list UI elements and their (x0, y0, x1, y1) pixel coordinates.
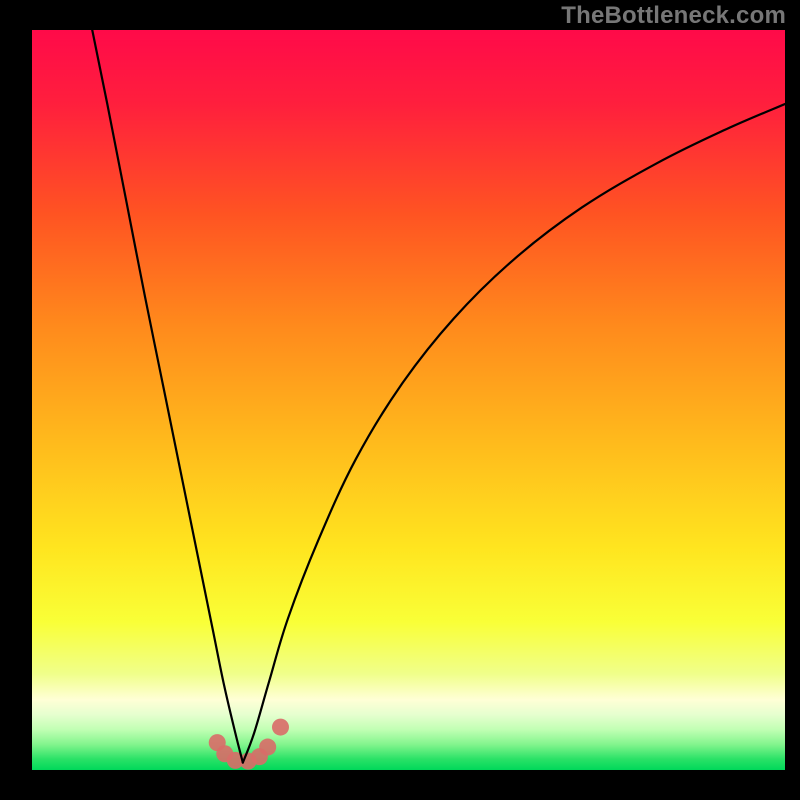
chart-background-gradient (32, 30, 785, 770)
watermark-text: TheBottleneck.com (561, 2, 786, 30)
bottom-marker (272, 719, 289, 736)
bottom-marker (259, 739, 276, 756)
chart-svg (32, 30, 785, 770)
chart-plot-area (32, 30, 785, 770)
